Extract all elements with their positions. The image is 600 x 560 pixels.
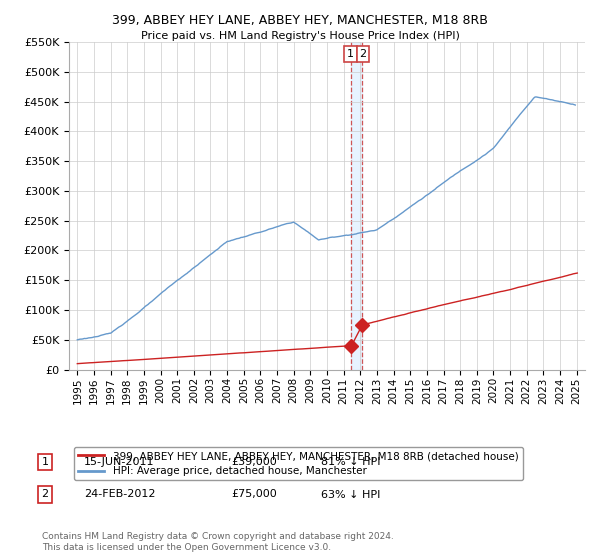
Bar: [351, 42, 362, 370]
Text: Contains HM Land Registry data © Crown copyright and database right 2024.
This d: Contains HM Land Registry data © Crown c…: [42, 532, 394, 552]
Text: 24-FEB-2012: 24-FEB-2012: [84, 489, 155, 500]
Legend: 399, ABBEY HEY LANE, ABBEY HEY, MANCHESTER, M18 8RB (detached house), HPI: Avera: 399, ABBEY HEY LANE, ABBEY HEY, MANCHEST…: [74, 447, 523, 480]
Text: 63% ↓ HPI: 63% ↓ HPI: [321, 489, 380, 500]
Text: £75,000: £75,000: [231, 489, 277, 500]
Text: Price paid vs. HM Land Registry's House Price Index (HPI): Price paid vs. HM Land Registry's House …: [140, 31, 460, 41]
Text: 2: 2: [41, 489, 49, 500]
Text: 15-JUN-2011: 15-JUN-2011: [84, 457, 155, 467]
Text: 2: 2: [359, 49, 367, 59]
Text: 81% ↓ HPI: 81% ↓ HPI: [321, 457, 380, 467]
Text: 1: 1: [41, 457, 49, 467]
Text: 399, ABBEY HEY LANE, ABBEY HEY, MANCHESTER, M18 8RB: 399, ABBEY HEY LANE, ABBEY HEY, MANCHEST…: [112, 14, 488, 27]
Text: 1: 1: [347, 49, 354, 59]
Text: £39,000: £39,000: [231, 457, 277, 467]
